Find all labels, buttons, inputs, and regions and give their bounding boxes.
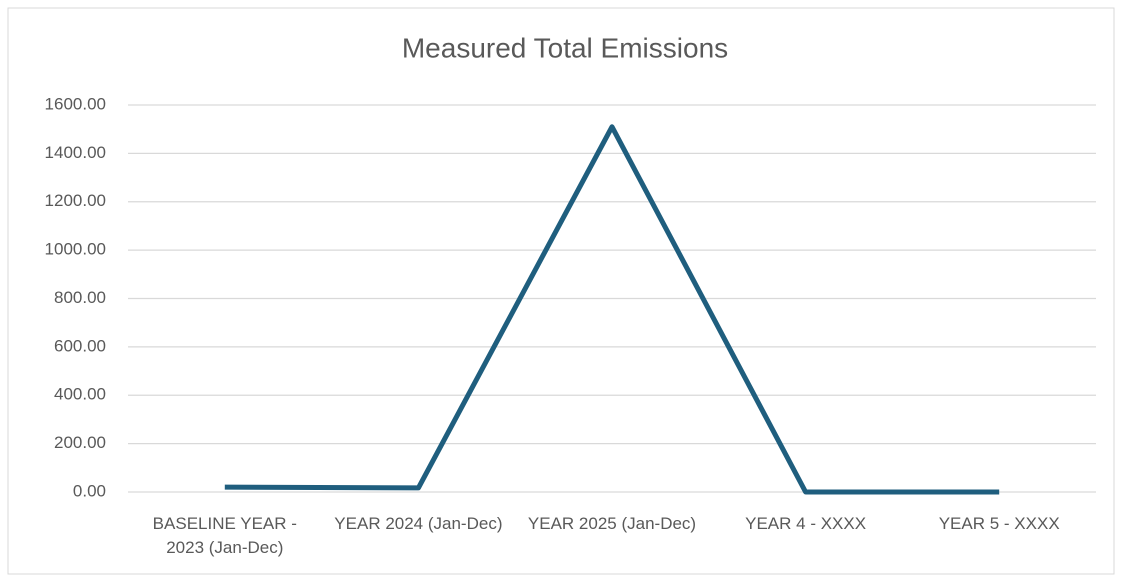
- y-tick-label: 1400.00: [45, 143, 106, 162]
- y-tick-label: 400.00: [54, 385, 106, 404]
- x-tick-label: YEAR 4 - XXXX: [745, 514, 867, 533]
- x-tick-label: YEAR 2024 (Jan-Dec): [334, 514, 503, 533]
- y-tick-label: 800.00: [54, 288, 106, 307]
- y-tick-label: 200.00: [54, 433, 106, 452]
- x-tick-label: YEAR 5 - XXXX: [938, 514, 1060, 533]
- line: [224, 124, 1000, 495]
- chart-title: Measured Total Emissions: [402, 32, 728, 63]
- y-tick-label: 1600.00: [45, 94, 106, 113]
- y-tick-label: 0.00: [73, 481, 106, 500]
- y-tick-label: 600.00: [54, 336, 106, 355]
- y-tick-label: 1200.00: [45, 191, 106, 210]
- x-tick-label: YEAR 2025 (Jan-Dec): [527, 514, 697, 533]
- x-tick-label: BASELINE YEAR - 2023 (Jan-Dec): [152, 514, 297, 557]
- chart-frame: [7, 7, 1115, 575]
- y-tick-label: 1000.00: [45, 240, 106, 259]
